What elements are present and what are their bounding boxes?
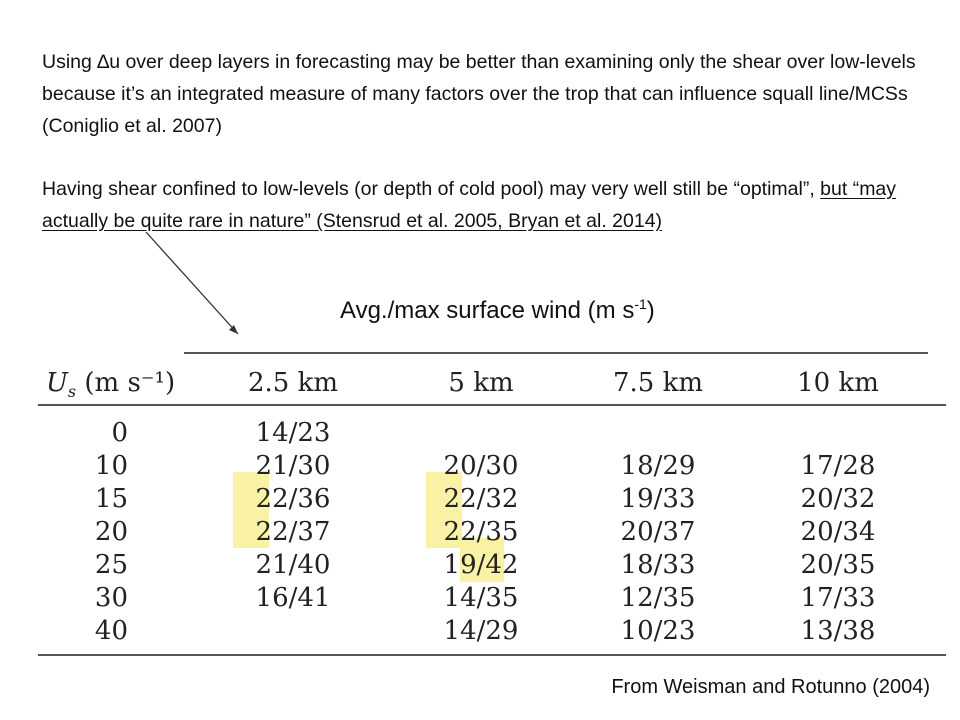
bottom-rule [38,654,946,656]
table-cell: 18/29 [620,451,696,481]
table-cell: 22/35 [443,517,519,547]
table-cell: 12/35 [620,583,696,613]
table-cell: 14/35 [443,583,519,613]
table-cell-us: 10 [94,451,128,481]
wind-table: Us (m s⁻¹) 2.5 km 5 km 7.5 km 10 km 0 14/… [38,340,946,660]
table-cell-us: 40 [94,616,128,646]
table-caption: Avg./max surface wind (m s-1) [340,296,655,325]
paragraph-shear-optimal: Having shear confined to low-levels (or … [42,173,922,237]
header-col-2: 5 km [448,368,514,398]
header-col-1: 2.5 km [247,368,339,398]
source-citation: From Weisman and Rotunno (2004) [611,676,930,698]
header-rule [38,404,946,406]
table-cell: 20/35 [800,550,876,580]
caption-end: ) [646,297,655,324]
table-cell-us: 20 [94,517,128,547]
table-cell: 18/33 [620,550,696,580]
table-cell-us: 25 [94,550,128,580]
table-cell: 19/33 [620,484,696,514]
caption-main: Avg./max surface wind (m s [340,297,635,324]
table-cell: 16/41 [255,583,331,613]
table-cell: 21/40 [255,550,331,580]
table-cell: 20/32 [800,484,876,514]
table-cell: 17/33 [800,583,876,613]
table-cell: 22/37 [255,517,331,547]
table-cell: 14/23 [255,418,331,448]
table-cell: 17/28 [800,451,876,481]
arrow-head [229,325,238,334]
table-cell: 22/32 [443,484,519,514]
top-rule [184,352,928,354]
table-cell-us: 30 [94,583,128,613]
paragraph-coniglio: Using ∆u over deep layers in forecasting… [42,46,922,142]
table-cell-us: 0 [111,418,128,448]
paragraph-shear-plain: Having shear confined to low-levels (or … [42,178,821,200]
table-cell: 20/30 [443,451,519,481]
highlight-5km-lower [460,538,504,582]
table-cell: 20/34 [800,517,876,547]
highlight-25km [233,472,269,548]
paragraph-shear-underlined: but “may actually be quite rare in natur… [42,178,897,232]
header-col-3: 7.5 km [612,368,704,398]
header-var: U [46,368,68,398]
table-cell: 14/29 [443,616,519,646]
caption-sup: -1 [634,296,647,312]
highlight-5km-upper [426,472,462,548]
table-cell-us: 15 [94,484,128,514]
header-units: (m s⁻¹) [84,368,176,398]
paragraph-coniglio-text: Using ∆u over deep layers in forecasting… [42,51,916,137]
header-sub: s [67,382,77,402]
table-cell: 19/42 [443,550,519,580]
arrow-line [145,231,239,335]
table-cell: 10/23 [620,616,696,646]
table-cell: 13/38 [800,616,876,646]
header-col-4: 10 km [797,368,879,398]
header-us: Us (m s⁻¹) [46,368,175,401]
table-cell: 21/30 [255,451,331,481]
table-cell: 22/36 [255,484,331,514]
table-cell: 20/37 [620,517,696,547]
